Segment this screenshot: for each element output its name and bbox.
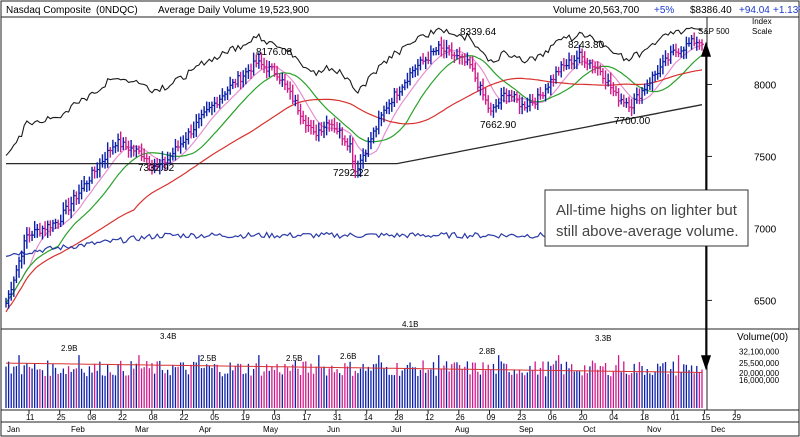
price-annotation: 8243.80 (568, 40, 605, 51)
price-annotation: 7662.90 (480, 120, 517, 131)
month-label: Jul (391, 425, 401, 434)
volume-annotation: 2.5B (286, 354, 302, 363)
volume-annotation: 3.3B (595, 334, 611, 343)
date-tick-label: 23 (517, 413, 526, 422)
date-axis: 11 25 08 22 08 22 05 19 03 17 31 14 28 12 26 09 23 06 20 04… (7, 410, 742, 434)
date-tick-label: 20 (579, 413, 588, 422)
price-tick-label: 8000 (754, 80, 777, 91)
ma21-line (5, 54, 703, 304)
volume-axis: Volume(00) 16,000,00020,000,00025,500,00… (737, 332, 788, 385)
date-tick-label: 19 (241, 413, 250, 422)
ma200-line (6, 104, 703, 165)
volume-annotation: 2.6B (340, 352, 356, 361)
month-label: Aug (455, 425, 469, 434)
date-tick-label: 18 (640, 413, 649, 422)
month-label: Nov (647, 425, 661, 434)
annotations: 8176.08 7332.92 7292.22 8339.64 7662.90 8243.… (61, 27, 730, 363)
date-tick-label: 03 (272, 413, 281, 422)
price-annotation: 7332.92 (138, 163, 175, 174)
note-arrows (700, 41, 712, 371)
date-tick-label: 05 (210, 413, 219, 422)
legend-scale: Scale (752, 27, 773, 36)
volume-annotation: 4.1B (402, 320, 418, 329)
price-tick-label: 6500 (754, 296, 777, 307)
volume-tick-label: 16,000,000 (739, 376, 780, 385)
price-annotation: 8339.64 (460, 27, 497, 38)
date-tick-label: 01 (671, 413, 680, 422)
month-label: Oct (583, 425, 596, 434)
date-tick-label: 25 (57, 413, 66, 422)
price-annotation: 7700.00 (614, 116, 651, 127)
date-tick-label: 09 (487, 413, 496, 422)
volume-annotation: 3.4B (160, 332, 176, 341)
volume-annotation: 2.8B (479, 347, 495, 356)
volume-average-line (6, 362, 703, 373)
ma10-line (5, 44, 703, 304)
month-label: Dec (711, 425, 725, 434)
sp500-line (5, 27, 703, 156)
date-tick-label: 17 (302, 413, 311, 422)
volume-annotation: 2.9B (61, 344, 77, 353)
date-tick-label: 15 (701, 413, 710, 422)
date-tick-label: 08 (149, 413, 158, 422)
price-bars (5, 32, 704, 309)
date-tick-label: 14 (364, 413, 373, 422)
month-label: Apr (199, 425, 212, 434)
month-label: May (263, 425, 278, 434)
date-tick-label: 28 (394, 413, 403, 422)
sp500-label: S&P 500 (698, 27, 730, 36)
date-tick-label: 08 (87, 413, 96, 422)
ma50-line (5, 69, 703, 313)
note-box: All-time highs on lighter but still abov… (544, 189, 749, 247)
average-volume: Average Daily Volume 19,523,900 (158, 5, 309, 16)
date-tick-label: 12 (425, 413, 434, 422)
header: Nasdaq Composite (0NDQC) Average Daily V… (6, 5, 800, 16)
current-volume: Volume 20,563,700 (553, 5, 640, 16)
last-price: $8386.40 (690, 5, 732, 16)
legend-index: Index (752, 17, 772, 26)
date-tick-label: 26 (456, 413, 465, 422)
note-box-frame (544, 189, 749, 247)
arrow-up-head (700, 41, 712, 57)
note-line-2: still above-average volume. (556, 223, 739, 240)
month-label: Feb (71, 425, 85, 434)
date-tick-label: 04 (609, 413, 618, 422)
date-tick-label: 22 (118, 413, 127, 422)
volume-annotation: 2.5B (200, 354, 216, 363)
price-tick-label: 7000 (754, 224, 777, 235)
date-tick-label: 06 (548, 413, 557, 422)
date-tick-label: 31 (333, 413, 342, 422)
date-tick-label: 22 (180, 413, 189, 422)
volume-percent: +5% (654, 5, 674, 16)
date-tick-label: 11 (26, 413, 35, 422)
index-name: Nasdaq Composite (6, 5, 91, 16)
note-line-1: All-time highs on lighter but (556, 202, 738, 219)
volume-bars (5, 355, 703, 408)
volume-axis-title: Volume(00) (737, 332, 788, 343)
month-label: Mar (135, 425, 149, 434)
price-annotation: 8176.08 (256, 47, 293, 58)
price-change: +94.04 (739, 5, 770, 16)
price-change-percent: +1.13% (773, 5, 800, 16)
date-tick-label: 29 (732, 413, 741, 422)
month-label: Jun (327, 425, 340, 434)
price-annotation: 7292.22 (333, 168, 370, 179)
volume-tick-label: 20,000,000 (739, 369, 780, 378)
index-symbol: (0NDQC) (96, 5, 138, 16)
month-label: Sep (519, 425, 534, 434)
arrow-down-head (700, 355, 712, 371)
price-tick-label: 7500 (754, 152, 777, 163)
month-label: Jan (7, 425, 20, 434)
volume-tick-label: 32,100,000 (739, 347, 780, 356)
volume-tick-label: 25,500,000 (739, 359, 780, 368)
